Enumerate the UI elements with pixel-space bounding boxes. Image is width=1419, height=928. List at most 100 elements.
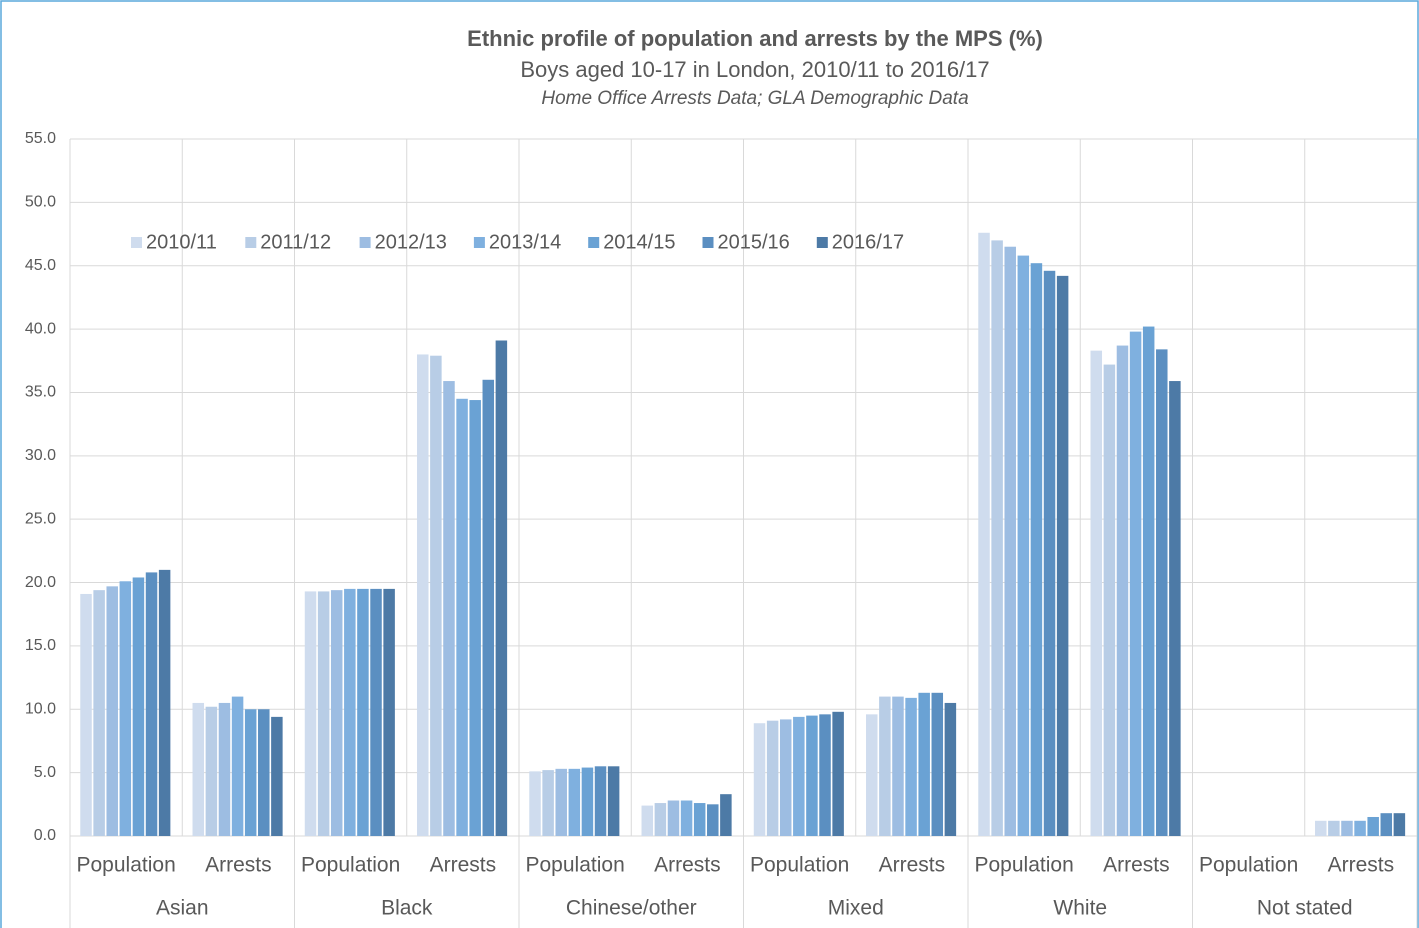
y-tick-label: 40.0: [25, 320, 56, 337]
y-tick-label: 25.0: [25, 510, 56, 527]
bar: [205, 706, 218, 836]
legend-label: 2015/16: [718, 231, 790, 253]
bar: [1129, 331, 1142, 836]
bar: [918, 692, 930, 836]
x-tick-label: Arrests: [430, 854, 497, 877]
x-tick-label: Arrests: [879, 854, 946, 877]
x-group-label: Asian: [156, 897, 209, 920]
bar: [1367, 816, 1379, 836]
legend-label: 2016/17: [832, 231, 904, 253]
bar: [1341, 820, 1353, 836]
bar: [317, 591, 330, 836]
bar: [1315, 820, 1327, 836]
bar: [495, 340, 508, 836]
legend-swatch: [588, 237, 600, 248]
bar: [806, 715, 818, 836]
legend-swatch: [245, 237, 257, 248]
bar: [879, 696, 891, 836]
bar: [1169, 381, 1181, 836]
bar: [304, 591, 317, 836]
bar: [357, 588, 369, 836]
bar: [482, 379, 495, 836]
bar: [1043, 270, 1056, 836]
x-tick-label: Population: [301, 854, 400, 877]
bar: [667, 800, 680, 836]
x-tick-label: Arrests: [1328, 854, 1395, 877]
x-group-label: White: [1053, 897, 1107, 920]
y-tick-label: 15.0: [25, 637, 56, 654]
bar: [430, 355, 442, 836]
bar: [443, 381, 455, 836]
x-tick-label: Arrests: [654, 854, 721, 877]
chart-title: Ethnic profile of population and arrests…: [467, 26, 1043, 51]
bar: [892, 696, 904, 836]
bar: [132, 577, 145, 836]
bar: [680, 800, 693, 836]
bar: [1004, 246, 1016, 836]
y-tick-label: 35.0: [25, 384, 56, 401]
bar: [568, 768, 581, 836]
bar: [258, 709, 270, 836]
bar: [1090, 350, 1103, 836]
bar: [80, 593, 92, 836]
bar: [693, 803, 706, 836]
bar: [654, 803, 667, 836]
bar: [944, 702, 957, 836]
legend-swatch: [359, 237, 371, 248]
x-group-label: Chinese/other: [566, 897, 697, 920]
bar: [1354, 820, 1366, 836]
legend-label: 2010/11: [146, 231, 217, 253]
x-tick-label: Population: [750, 854, 849, 877]
legend-swatch: [473, 237, 485, 248]
x-tick-label: Arrests: [205, 854, 272, 877]
x-tick-label: Population: [975, 854, 1074, 877]
bar: [456, 398, 468, 836]
x-tick-label: Arrests: [1103, 854, 1170, 877]
x-group-label: Black: [381, 897, 433, 920]
legend-swatch: [816, 237, 828, 248]
bar: [1056, 275, 1069, 836]
bar: [607, 766, 620, 836]
bar: [1380, 813, 1393, 836]
y-tick-label: 30.0: [25, 447, 56, 464]
x-tick-label: Population: [77, 854, 176, 877]
bar: [542, 770, 554, 836]
bar: [93, 590, 105, 836]
bar: [1142, 326, 1155, 836]
bar: [158, 569, 171, 836]
bar: [417, 354, 429, 836]
bar: [244, 709, 257, 836]
bar: [1017, 255, 1030, 836]
y-tick-label: 5.0: [34, 764, 56, 781]
bar: [1328, 820, 1340, 836]
bar: [832, 711, 844, 836]
y-tick-label: 55.0: [25, 130, 56, 147]
y-tick-label: 20.0: [25, 574, 56, 591]
x-tick-label: Population: [526, 854, 625, 877]
bar: [641, 805, 654, 836]
bar: [793, 716, 805, 836]
legend-label: 2013/14: [489, 231, 561, 253]
chart-subtitle: Boys aged 10-17 in London, 2010/11 to 20…: [520, 57, 989, 82]
bar: [991, 240, 1003, 836]
bar: [766, 720, 779, 836]
y-tick-label: 45.0: [25, 257, 56, 274]
bar: [330, 590, 343, 836]
legend-swatch: [702, 237, 714, 248]
x-group-label: Not stated: [1257, 897, 1353, 920]
bar: [469, 400, 481, 836]
chart-source: Home Office Arrests Data; GLA Demographi…: [541, 88, 968, 109]
bar: [581, 767, 594, 836]
bar: [1116, 345, 1129, 836]
bar: [1393, 813, 1406, 836]
bar: [231, 696, 244, 836]
y-tick-label: 10.0: [25, 700, 56, 717]
bar: [1156, 349, 1168, 836]
bar: [753, 723, 766, 836]
bar: [218, 702, 231, 836]
y-tick-label: 50.0: [25, 194, 56, 211]
bar: [594, 766, 607, 836]
y-tick-label: 0.0: [34, 827, 56, 844]
